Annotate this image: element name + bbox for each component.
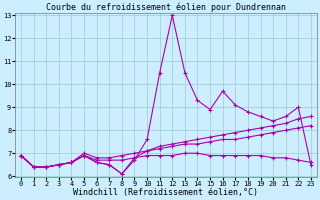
- X-axis label: Windchill (Refroidissement éolien,°C): Windchill (Refroidissement éolien,°C): [74, 188, 259, 197]
- Title: Courbe du refroidissement éolien pour Dundrennan: Courbe du refroidissement éolien pour Du…: [46, 3, 286, 12]
